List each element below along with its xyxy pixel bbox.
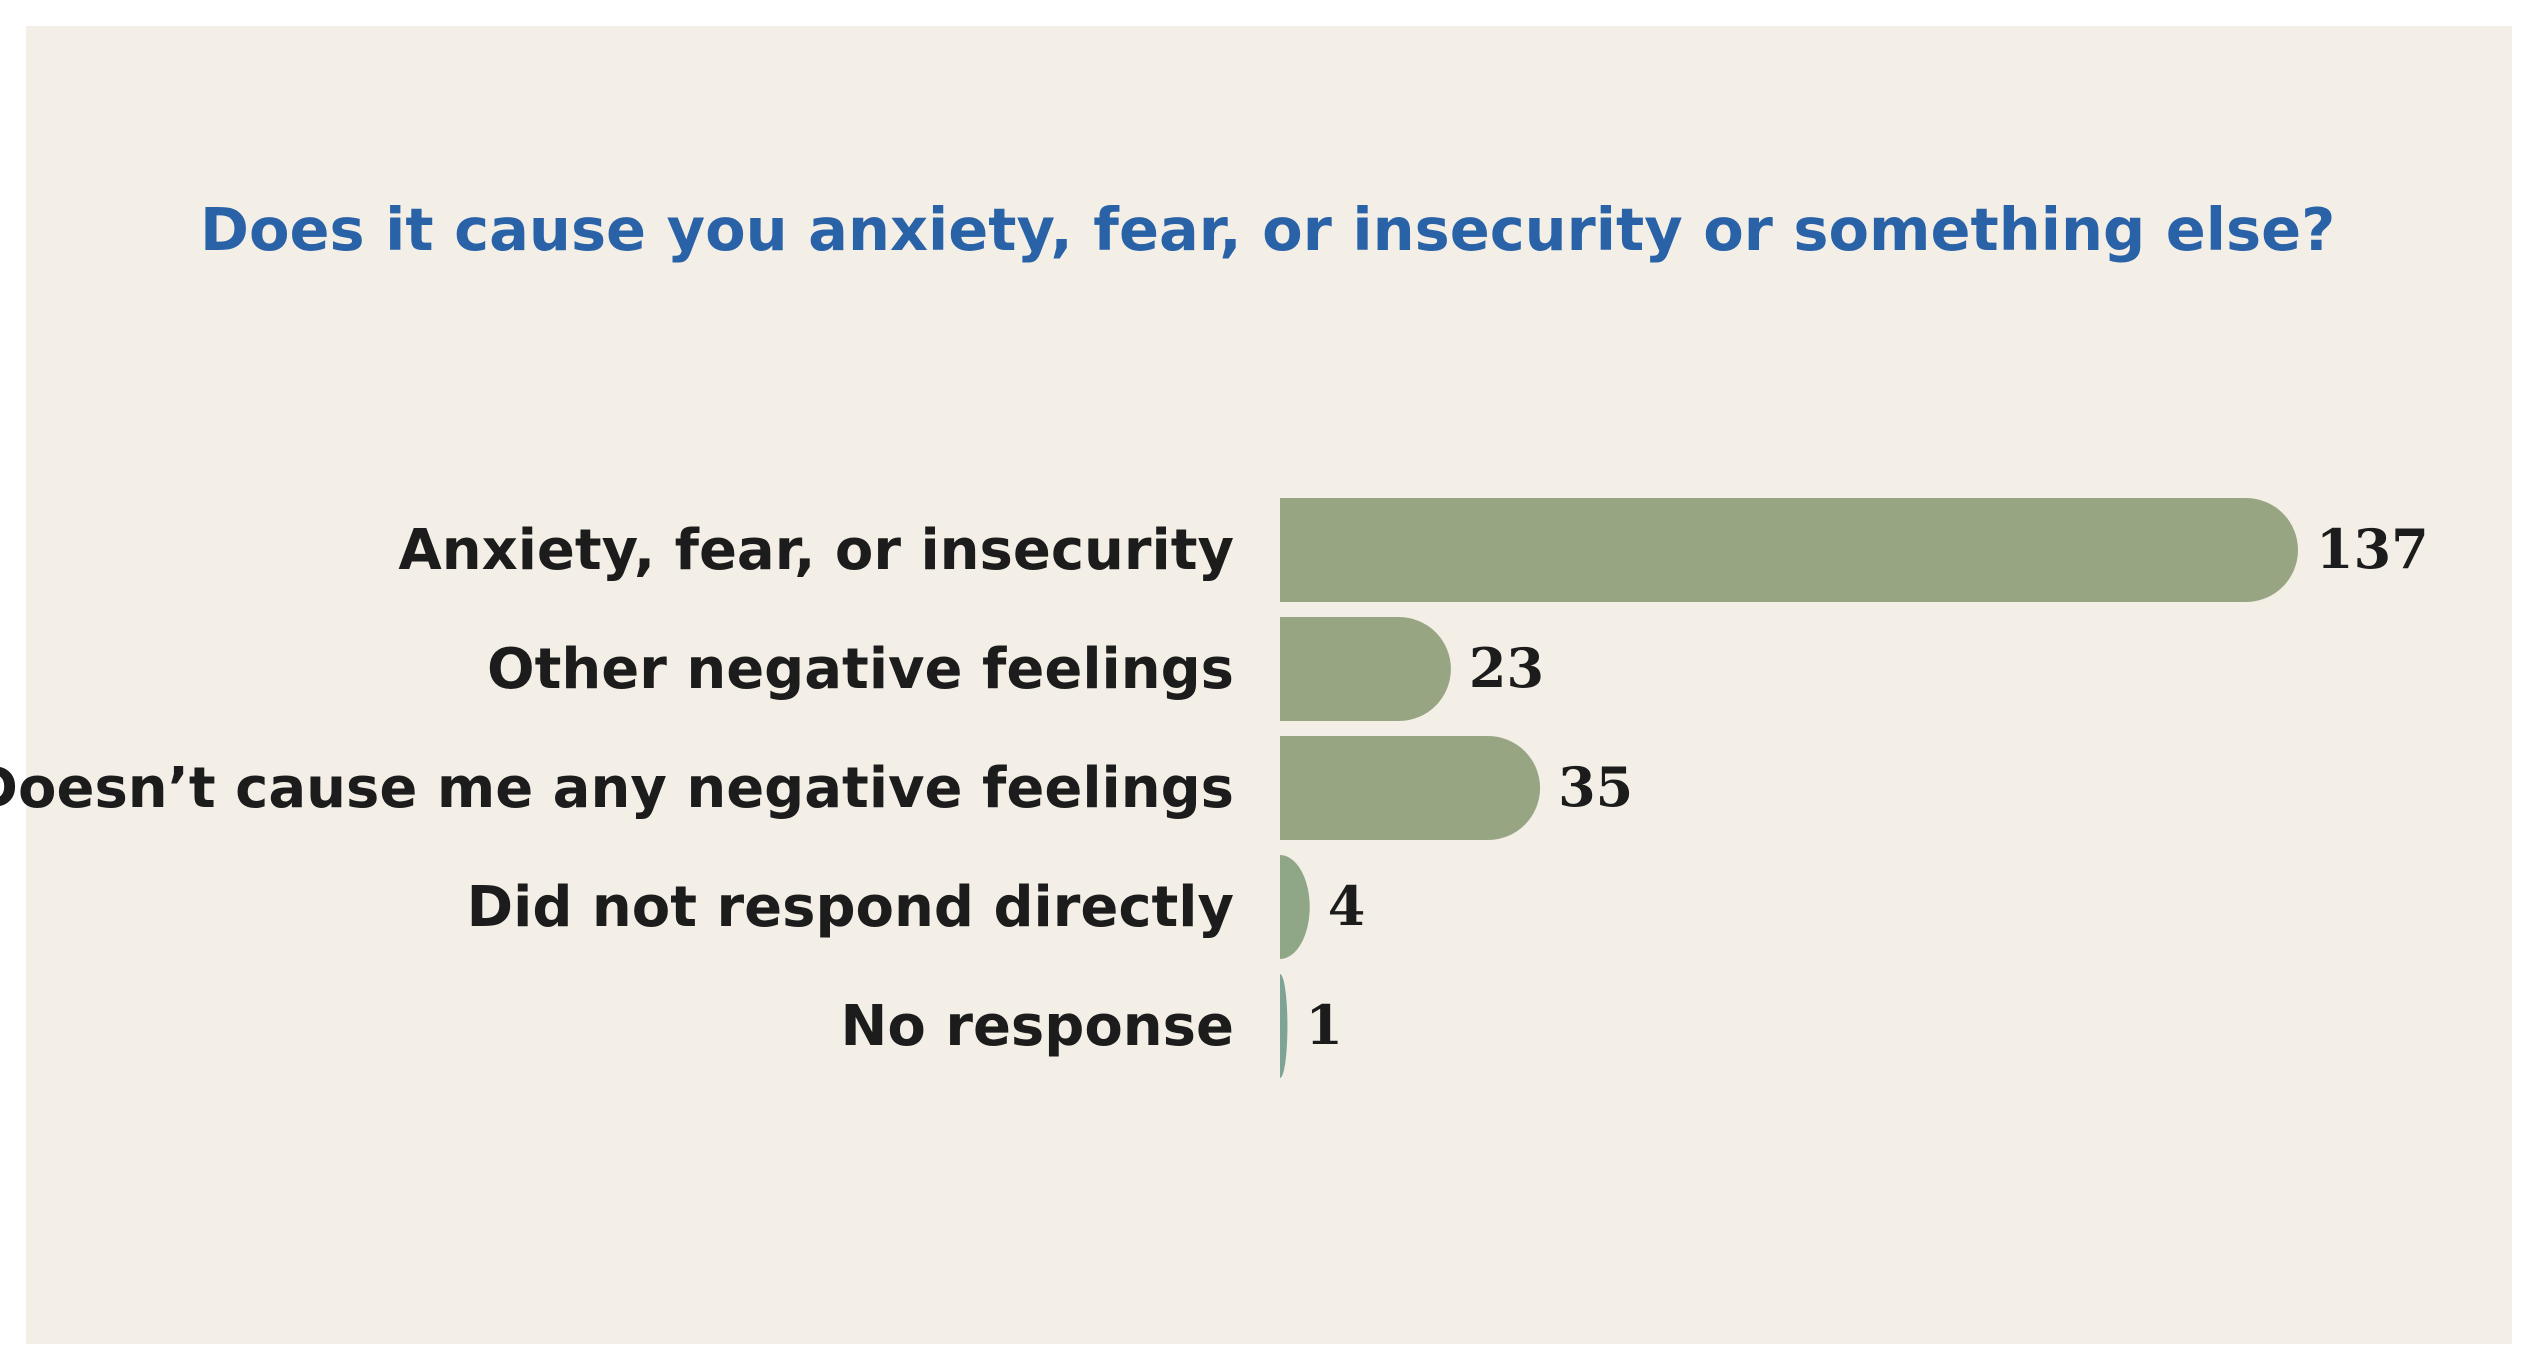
category-label: No response	[840, 994, 1234, 1059]
bar	[1280, 617, 1451, 721]
value-label: 35	[1558, 755, 1633, 819]
value-label: 137	[2316, 517, 2429, 581]
category-label: Did not respond directly	[467, 875, 1234, 940]
chart-panel	[26, 26, 2512, 1344]
value-label: 1	[1305, 993, 1343, 1057]
bar	[1280, 974, 1288, 1078]
value-label: 23	[1469, 636, 1544, 700]
bar	[1280, 736, 1541, 840]
category-label: Other negative feelings	[487, 637, 1234, 702]
value-label: 4	[1328, 874, 1366, 938]
category-label: Anxiety, fear, or insecurity	[398, 518, 1234, 583]
chart-title: Does it cause you anxiety, fear, or inse…	[200, 195, 2335, 264]
category-label: Doesn’t cause me any negative feelings	[0, 756, 1234, 821]
bar	[1280, 498, 2298, 602]
bars-group: Anxiety, fear, or insecurity 137 Other neg…	[0, 498, 2429, 1078]
bar	[1280, 855, 1310, 959]
